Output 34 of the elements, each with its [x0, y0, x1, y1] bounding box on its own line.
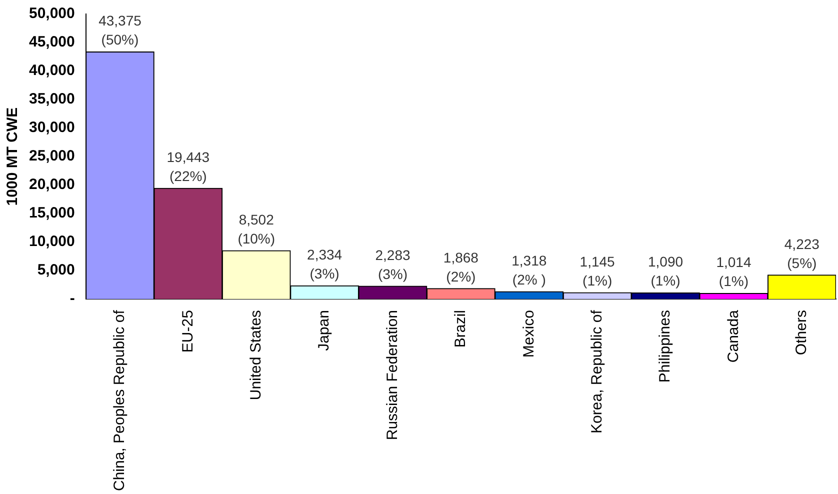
x-tick-label: China, Peoples Republic of	[111, 309, 128, 492]
x-tick-label: EU-25	[179, 310, 196, 353]
y-axis-title: 1000 MT CWE	[4, 107, 22, 206]
y-tick-label: 45,000	[28, 34, 75, 51]
x-tick-label: Canada	[724, 309, 742, 363]
x-tick-label: Others	[793, 310, 810, 356]
x-tick-label: Japan	[316, 310, 333, 351]
data-label: 43,375 (50%)	[98, 12, 142, 48]
data-label: 2,283 (3%)	[375, 246, 410, 282]
x-tick-label: Brazil	[452, 310, 470, 348]
y-tick-label: 40,000	[28, 62, 75, 80]
data-label: 19,443 (22%)	[166, 149, 210, 184]
y-tick-label: 20,000	[28, 176, 75, 194]
x-tick-label: United States	[248, 310, 264, 400]
y-tick-label: -	[70, 290, 75, 308]
x-tick-label: Philippines	[656, 310, 674, 383]
data-label: 1,090 (1%)	[648, 254, 684, 289]
y-tick-label: 25,000	[28, 148, 75, 165]
data-label: 8,502 (10%)	[238, 211, 276, 246]
y-tick-label: 15,000	[28, 204, 75, 222]
data-label: 4,223 (5%)	[784, 236, 820, 271]
y-tick-label: 10,000	[28, 233, 75, 250]
y-tick-label: 30,000	[28, 119, 75, 136]
x-tick-label: Korea, Republic of	[588, 309, 606, 434]
y-tick-label: 35,000	[28, 90, 75, 108]
data-label: 1,014 (1%)	[716, 254, 752, 290]
data-label: 2,334 (3%)	[307, 246, 342, 282]
x-tick-label: Russian Federation	[384, 310, 401, 440]
data-label: 1,318 (2% )	[512, 252, 547, 288]
y-tick-label: 50,000	[28, 5, 75, 22]
x-tick-label: Mexico	[520, 310, 538, 358]
data-label: 1,868 (2%)	[443, 249, 479, 284]
data-label: 1,145 (1%)	[580, 253, 616, 288]
y-tick-label: 5,000	[37, 262, 75, 279]
